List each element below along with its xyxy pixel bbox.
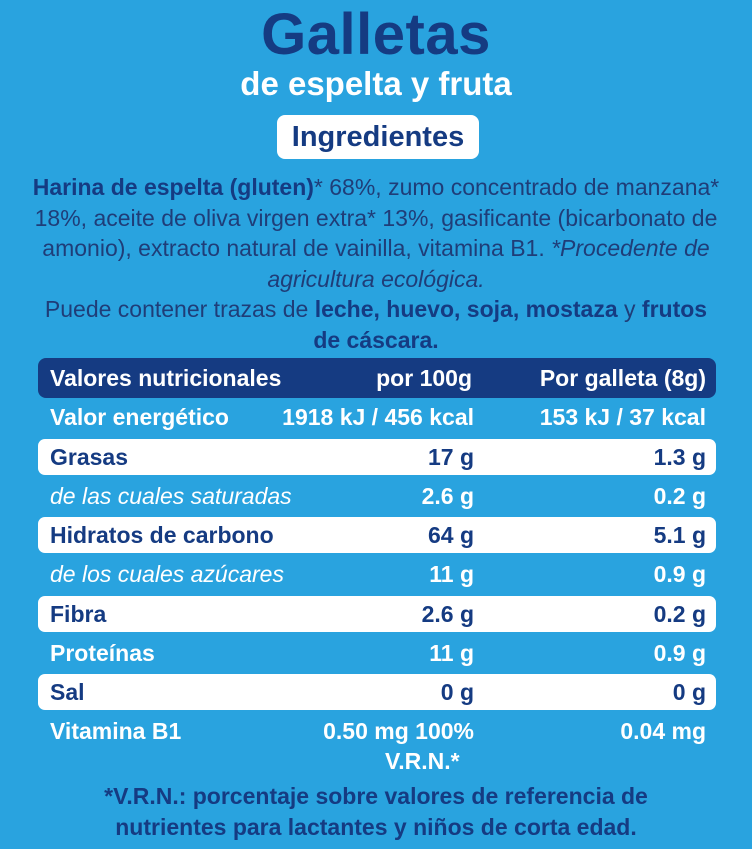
- vrn-label: V.R.N.*: [385, 748, 460, 774]
- row-label: Vitamina B1: [50, 718, 182, 744]
- row-label: Hidratos de carbono: [50, 522, 274, 548]
- row-label: de los cuales azúcares: [50, 561, 284, 587]
- header-nutrients: Valores nutricionales: [50, 365, 282, 391]
- product-subtitle: de espelta y fruta: [240, 65, 512, 102]
- ingredient-lead: Harina de espelta (gluten): [32, 174, 314, 200]
- table-row: Sal 0 g 0 g: [38, 674, 716, 710]
- row-per-biscuit: 0.2 g: [653, 601, 706, 627]
- header-per-biscuit: Por galleta (8g): [539, 365, 706, 391]
- row-per-100g: 64 g: [427, 522, 474, 548]
- product-title: Galletas: [261, 2, 491, 67]
- ingredients-badge: Ingredientes: [277, 115, 479, 159]
- table-row: Valor energético 1918 kJ / 456 kcal 153 …: [38, 399, 716, 435]
- table-row: de las cuales saturadas 2.6 g 0.2 g: [38, 478, 716, 514]
- row-per-biscuit: 0.9 g: [653, 640, 706, 666]
- table-row: Hidratos de carbono 64 g 5.1 g: [38, 517, 716, 553]
- row-per-100g: 2.6 g: [421, 601, 474, 627]
- row-label: Proteínas: [50, 640, 155, 666]
- table-row: Grasas 17 g 1.3 g: [38, 439, 716, 475]
- row-label: Grasas: [50, 444, 129, 470]
- row-per-100g: 11 g: [429, 640, 474, 666]
- row-per-100g: 0 g: [440, 679, 474, 705]
- footnote: *V.R.N.: porcentaje sobre valores de ref…: [0, 781, 752, 843]
- table-row: de los cuales azúcares 11 g 0.9 g: [38, 556, 716, 592]
- allergens-list: leche, huevo, soja, mostaza: [314, 296, 618, 322]
- row-per-biscuit: 1.3 g: [653, 444, 706, 470]
- row-label: Fibra: [50, 601, 107, 627]
- row-per-biscuit: 5.1 g: [653, 522, 706, 548]
- organic-note: *Procedente de agricultura ecológica.: [267, 235, 710, 292]
- ingredient-list: * 68%, zumo concentrado de manzana* 18%,…: [34, 174, 720, 261]
- allergen-and: y: [617, 296, 642, 322]
- row-per-biscuit: 0.2 g: [653, 483, 706, 509]
- header-per-100g: por 100g: [376, 365, 472, 391]
- row-per-biscuit: 0 g: [672, 679, 706, 705]
- row-per-100g: 2.6 g: [421, 483, 474, 509]
- allergens-nuts: frutos de cáscara.: [313, 296, 708, 353]
- footnote-line-2: nutrientes para lactantes y niños de cor…: [115, 814, 637, 840]
- table-row: Proteínas 11 g 0.9 g: [38, 635, 716, 671]
- row-per-biscuit: 0.9 g: [653, 561, 706, 587]
- table-row: Fibra 2.6 g 0.2 g: [38, 596, 716, 632]
- nutrition-header-row: Valores nutricionales por 100g Por galle…: [38, 358, 716, 398]
- row-per-100g: 17 g: [427, 444, 474, 470]
- row-per-100g: 11 g: [429, 561, 474, 587]
- row-per-100g: 0.50 mg 100%: [323, 718, 474, 744]
- row-label: de las cuales saturadas: [50, 483, 292, 509]
- allergen-intro: Puede contener trazas de: [44, 296, 315, 322]
- row-per-biscuit: 153 kJ / 37 kcal: [539, 404, 706, 430]
- ingredients-text: Harina de espelta (gluten)* 68%, zumo co…: [30, 172, 722, 355]
- row-label: Sal: [50, 679, 85, 705]
- row-label: Valor energético: [50, 404, 229, 430]
- row-per-biscuit: 0.04 mg: [620, 718, 706, 744]
- row-per-100g: 1918 kJ / 456 kcal: [282, 404, 474, 430]
- table-row: Vitamina B1 0.50 mg 100% 0.04 mg: [38, 713, 716, 749]
- footnote-line-1: *V.R.N.: porcentaje sobre valores de ref…: [104, 783, 648, 809]
